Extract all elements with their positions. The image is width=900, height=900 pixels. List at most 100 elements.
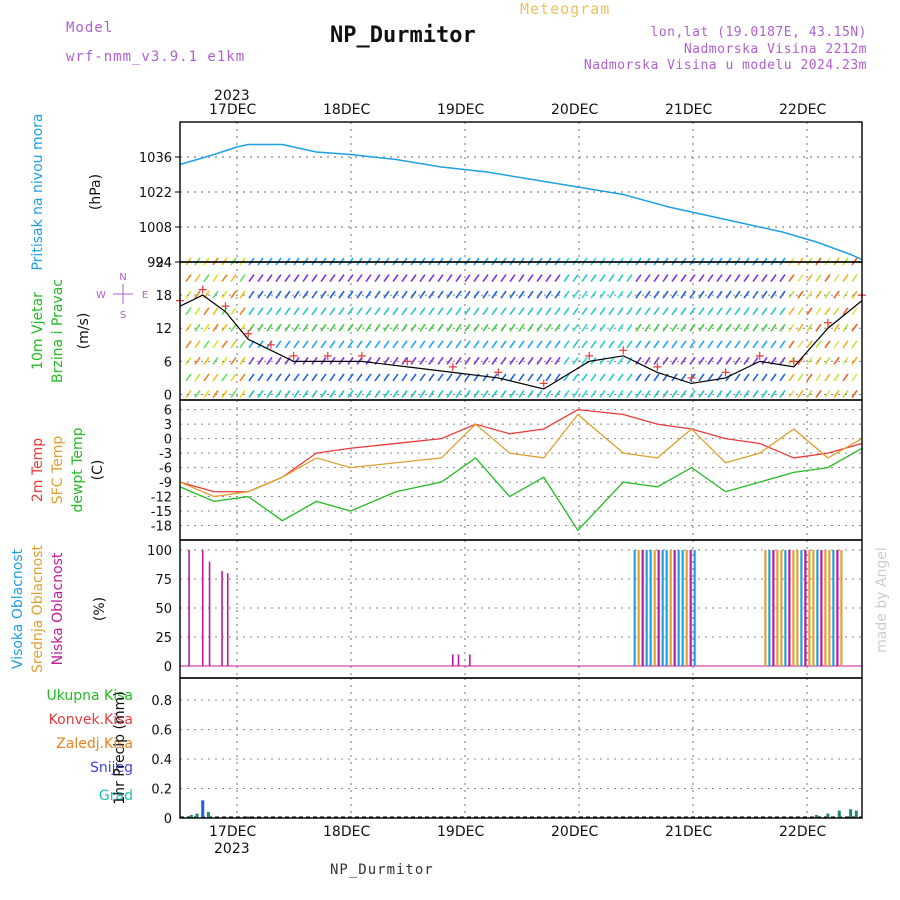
wind-barb [473,290,480,299]
wind-barb [581,340,588,349]
mid-cloud-axis-label: Srednja Oblacnost [30,545,46,673]
wind-barb [482,323,489,332]
wind-barb [338,340,345,349]
wind-barb [275,340,282,349]
wind-barb [779,274,786,283]
wind-barb [347,390,354,398]
wind-barb [554,340,561,349]
wind-barb [770,373,777,382]
pressure-unit: (hPa) [88,174,104,210]
wind-barb [257,274,264,283]
wind-barb [239,307,246,316]
wind-barb [842,274,849,283]
wind-barb [365,390,372,398]
wind-barb [203,274,210,283]
wind-barb [446,356,453,365]
x-tick-bottom-label: 18DEC [323,824,370,840]
y-tick-label: 1022 [139,186,172,201]
y-tick-label: 0 [164,388,172,403]
precip-bar [189,815,193,818]
wind-barb [293,274,300,283]
wind-barb [680,356,687,365]
wind-barb [509,290,516,299]
wind-barb [464,274,471,283]
wind-barb [698,290,705,299]
wind-barb [401,340,408,349]
wind-barb [662,340,669,349]
wind-barb [284,274,291,283]
y-tick-label: 994 [147,256,172,271]
wind-barb [383,340,390,349]
wind-barb [230,323,237,332]
wind-barb [284,390,291,398]
wind-barb [221,390,228,398]
wind-barb [320,274,327,283]
wind-barb [284,340,291,349]
wind-barb [662,390,669,398]
wind-barb [329,290,336,299]
wind-barb [329,274,336,283]
wind-barb [734,390,741,398]
gust-marker [789,357,798,366]
wind-barb [212,340,219,349]
wind-barb [365,340,372,349]
wind-barb [455,356,462,365]
wind-barb [392,340,399,349]
wind-barb [644,390,651,398]
wind-barb [554,390,561,398]
wind-barb [572,390,579,398]
wind-barb [806,340,813,349]
gust-marker [221,302,230,311]
wind-barb [311,340,318,349]
wind-barb [527,373,534,382]
wind-barb [581,356,588,365]
wind-barb [707,290,714,299]
panel-frame [179,677,863,819]
wind-barb [266,356,273,365]
wind-barb [608,340,615,349]
dewpt-axis-label: dewpt Temp [70,427,86,512]
wind-barb [689,340,696,349]
model-label: Model [66,20,114,36]
y-tick-label: -15 [151,505,172,520]
wind-barb [716,340,723,349]
wind-barb [653,373,660,382]
temp2m-axis-label: 2m Temp [30,438,46,502]
wind-barb [617,290,624,299]
wind-barb [482,356,489,365]
wind-barb [545,323,552,332]
wind-barb [824,356,831,365]
precip-bar [854,810,858,818]
wind-barb [788,290,795,299]
wind-barb [671,323,678,332]
wind-barb [743,340,750,349]
wind-barb [221,290,228,299]
wind-barb [689,307,696,316]
wind-barb [509,390,516,398]
wind-barb [356,373,363,382]
wind-barb [284,373,291,382]
wind-barb [851,390,858,398]
wind-speed-line [179,294,863,390]
footer-station: NP_Durmitor [330,862,434,878]
wind-barb [743,390,750,398]
wind-barb [536,356,543,365]
wind-barb [608,307,615,316]
precip-legend-label: Snijeg [90,760,133,776]
wind-barb [329,323,336,332]
wind-barb [473,390,480,398]
wind-barb [248,274,255,283]
wind-barb [851,356,858,365]
wind-barb [356,323,363,332]
wind-barb [617,340,624,349]
wind-barb [644,356,651,365]
wind-barb [653,340,660,349]
wind-barb [563,307,570,316]
wind-barb [221,274,228,283]
wind-barb [239,340,246,349]
wind-barb [428,356,435,365]
wind-barb [446,307,453,316]
wind-barb [644,373,651,382]
wind-barb [455,390,462,398]
